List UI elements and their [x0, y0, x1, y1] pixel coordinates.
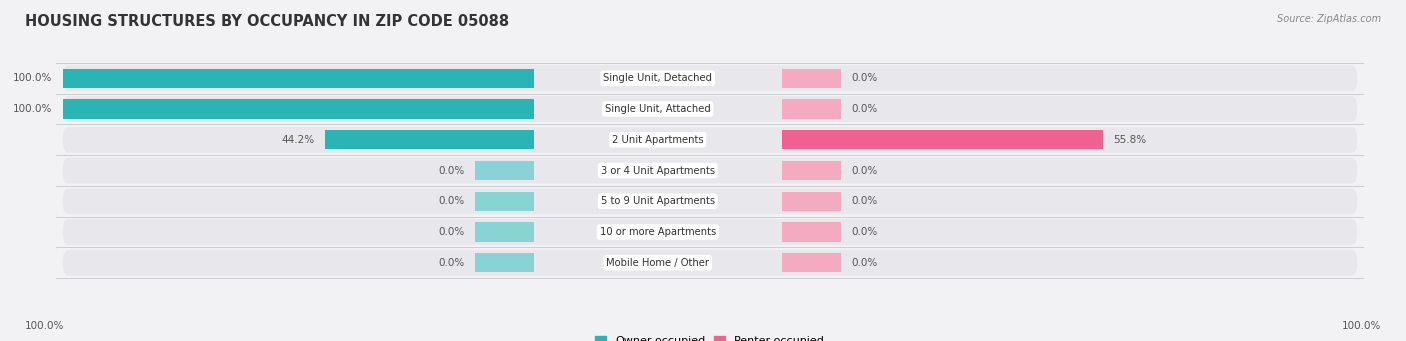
Text: HOUSING STRUCTURES BY OCCUPANCY IN ZIP CODE 05088: HOUSING STRUCTURES BY OCCUPANCY IN ZIP C… [25, 14, 509, 29]
Bar [782, 130, 1102, 149]
Bar [782, 192, 841, 211]
Text: 3 or 4 Unit Apartments: 3 or 4 Unit Apartments [600, 165, 714, 176]
Bar [475, 161, 533, 180]
Text: 0.0%: 0.0% [851, 165, 877, 176]
Text: Single Unit, Detached: Single Unit, Detached [603, 73, 713, 83]
Text: 0.0%: 0.0% [437, 258, 464, 268]
Text: 100.0%: 100.0% [25, 321, 65, 331]
Text: 5 to 9 Unit Apartments: 5 to 9 Unit Apartments [600, 196, 714, 206]
Text: 2 Unit Apartments: 2 Unit Apartments [612, 135, 703, 145]
Text: 100.0%: 100.0% [1341, 321, 1381, 331]
Bar [782, 161, 841, 180]
FancyBboxPatch shape [63, 96, 1357, 122]
FancyBboxPatch shape [63, 219, 1357, 245]
FancyBboxPatch shape [63, 127, 1357, 153]
Bar [782, 100, 841, 119]
Text: 0.0%: 0.0% [437, 196, 464, 206]
Bar [325, 130, 533, 149]
Bar [475, 192, 533, 211]
Text: 0.0%: 0.0% [851, 73, 877, 83]
Text: 55.8%: 55.8% [1114, 135, 1146, 145]
Text: Single Unit, Attached: Single Unit, Attached [605, 104, 710, 114]
Text: 100.0%: 100.0% [13, 104, 52, 114]
FancyBboxPatch shape [63, 65, 1357, 91]
Text: 0.0%: 0.0% [851, 104, 877, 114]
Text: Mobile Home / Other: Mobile Home / Other [606, 258, 709, 268]
Text: 0.0%: 0.0% [851, 196, 877, 206]
Bar [63, 100, 533, 119]
FancyBboxPatch shape [63, 158, 1357, 183]
Text: 0.0%: 0.0% [437, 227, 464, 237]
Text: 0.0%: 0.0% [851, 227, 877, 237]
Text: 0.0%: 0.0% [437, 165, 464, 176]
FancyBboxPatch shape [63, 188, 1357, 214]
Text: Source: ZipAtlas.com: Source: ZipAtlas.com [1277, 14, 1381, 24]
Bar [475, 222, 533, 241]
Text: 44.2%: 44.2% [281, 135, 315, 145]
FancyBboxPatch shape [63, 250, 1357, 276]
Bar [63, 69, 533, 88]
Bar [782, 253, 841, 272]
Bar [782, 69, 841, 88]
Bar [782, 222, 841, 241]
Bar [475, 253, 533, 272]
Text: 10 or more Apartments: 10 or more Apartments [599, 227, 716, 237]
Text: 0.0%: 0.0% [851, 258, 877, 268]
Legend: Owner-occupied, Renter-occupied: Owner-occupied, Renter-occupied [591, 331, 830, 341]
Text: 100.0%: 100.0% [13, 73, 52, 83]
